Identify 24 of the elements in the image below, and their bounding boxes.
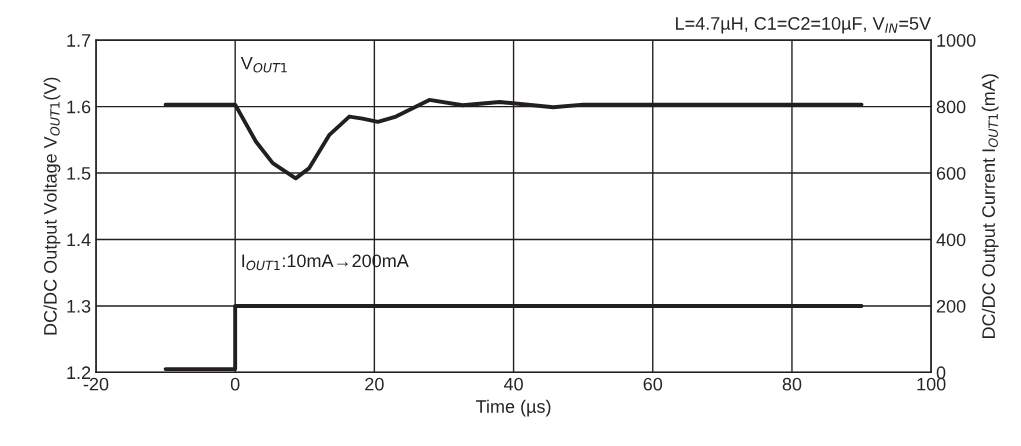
y-axis-title: DC/DC Output Voltage V$_{OUT1}$(V) [43,77,61,335]
y2-tick-label: 800 [936,100,966,114]
y2-tick-label: 1000 [937,34,976,47]
x-tick-label: 20 [365,377,384,391]
x-tick-label: 40 [503,377,523,391]
y2-axis-title: DC/DC Output Current I$_{OUT1}$(mA) [981,74,999,339]
y2-tick-label: 400 [936,233,966,247]
y-tick-label: 1.3 [67,299,91,313]
y2-tick-label: 0 [936,366,946,380]
y-tick-label: 1.5 [67,167,91,180]
x-axis-title: Time (µs) [476,399,551,417]
y-tick-label: 1.2 [67,366,91,379]
series-label: V$_{OUT1}$ [240,56,287,73]
x-tick-label: 0 [230,377,240,391]
x-tick-label: 80 [782,377,802,391]
y-tick-label: 1.4 [67,233,91,247]
x-tick-label: -20 [83,377,109,391]
x-tick-label: 60 [643,377,663,391]
y2-tick-label: 600 [936,166,966,180]
y2-tick-label: 200 [936,299,966,313]
x-tick-label: 100 [917,377,946,391]
text: L=4.7µH, C1=C2=10µF, V$_{IN}$=5V [676,17,931,34]
y-tick-label: 1.6 [67,100,91,114]
y-tick-label: 1.7 [67,34,91,47]
